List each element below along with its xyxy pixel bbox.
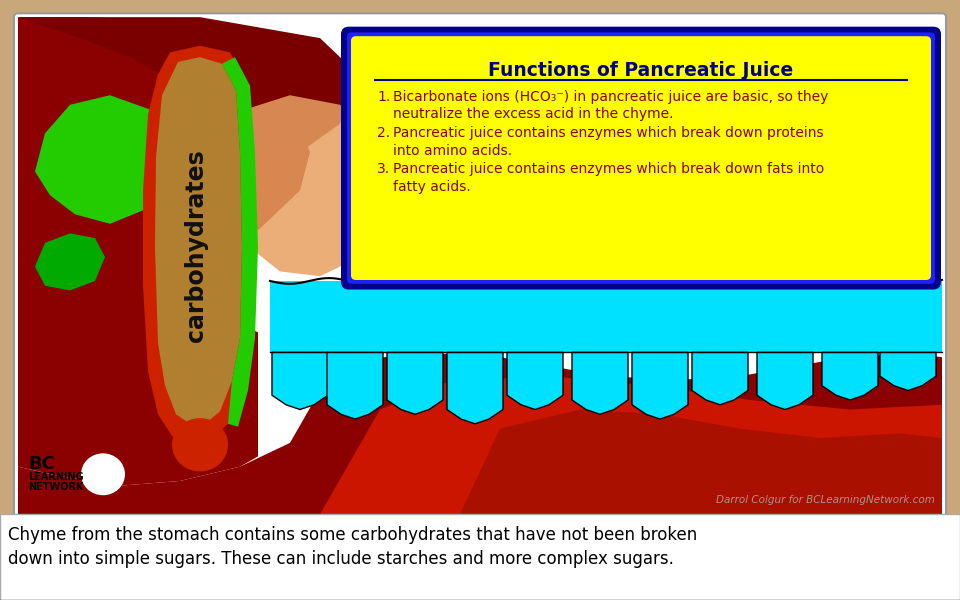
Polygon shape — [222, 57, 258, 427]
Polygon shape — [572, 352, 628, 414]
Polygon shape — [220, 95, 400, 276]
Polygon shape — [327, 352, 383, 419]
Text: 2.: 2. — [377, 126, 390, 140]
Polygon shape — [822, 352, 878, 400]
Polygon shape — [507, 352, 563, 410]
Text: carbohydrates: carbohydrates — [184, 149, 208, 342]
Polygon shape — [270, 281, 942, 352]
Text: LEARNING: LEARNING — [28, 472, 84, 482]
Polygon shape — [757, 352, 813, 410]
Polygon shape — [18, 17, 310, 486]
Polygon shape — [143, 46, 255, 443]
FancyBboxPatch shape — [341, 26, 941, 290]
FancyBboxPatch shape — [351, 36, 931, 280]
Text: BC: BC — [28, 455, 55, 473]
Polygon shape — [18, 352, 942, 514]
Circle shape — [172, 418, 228, 472]
FancyBboxPatch shape — [347, 32, 935, 284]
Text: Darrol Colgur for BCLearningNetwork.com: Darrol Colgur for BCLearningNetwork.com — [716, 495, 935, 505]
Text: Pancreatic juice contains enzymes which break down fats into
fatty acids.: Pancreatic juice contains enzymes which … — [393, 162, 825, 194]
Text: 1.: 1. — [377, 89, 391, 104]
FancyBboxPatch shape — [0, 514, 960, 600]
Polygon shape — [320, 376, 942, 514]
Polygon shape — [692, 352, 748, 405]
Polygon shape — [447, 352, 503, 424]
Polygon shape — [880, 352, 936, 391]
Polygon shape — [94, 473, 111, 488]
Circle shape — [81, 454, 125, 495]
Text: Bicarbonate ions (HCO₃⁻) in pancreatic juice are basic, so they
neutralize the e: Bicarbonate ions (HCO₃⁻) in pancreatic j… — [393, 89, 828, 121]
Polygon shape — [258, 281, 942, 514]
FancyBboxPatch shape — [14, 13, 946, 518]
Polygon shape — [272, 352, 328, 410]
Polygon shape — [35, 233, 105, 290]
Text: 3.: 3. — [377, 162, 390, 176]
Polygon shape — [18, 17, 360, 152]
FancyBboxPatch shape — [0, 0, 960, 571]
Text: Pancreatic juice contains enzymes which break down proteins
into amino acids.: Pancreatic juice contains enzymes which … — [393, 126, 824, 158]
Polygon shape — [102, 461, 118, 476]
Polygon shape — [35, 95, 170, 224]
Polygon shape — [387, 352, 443, 414]
Text: Functions of Pancreatic Juice: Functions of Pancreatic Juice — [489, 61, 794, 80]
Text: NETWORK: NETWORK — [28, 482, 84, 492]
Polygon shape — [460, 410, 942, 514]
Text: Chyme from the stomach contains some carbohydrates that have not been broken: Chyme from the stomach contains some car… — [8, 526, 697, 544]
Polygon shape — [632, 352, 688, 419]
Text: down into simple sugars. These can include starches and more complex sugars.: down into simple sugars. These can inclu… — [8, 550, 674, 568]
Polygon shape — [87, 461, 105, 476]
Polygon shape — [155, 57, 242, 424]
